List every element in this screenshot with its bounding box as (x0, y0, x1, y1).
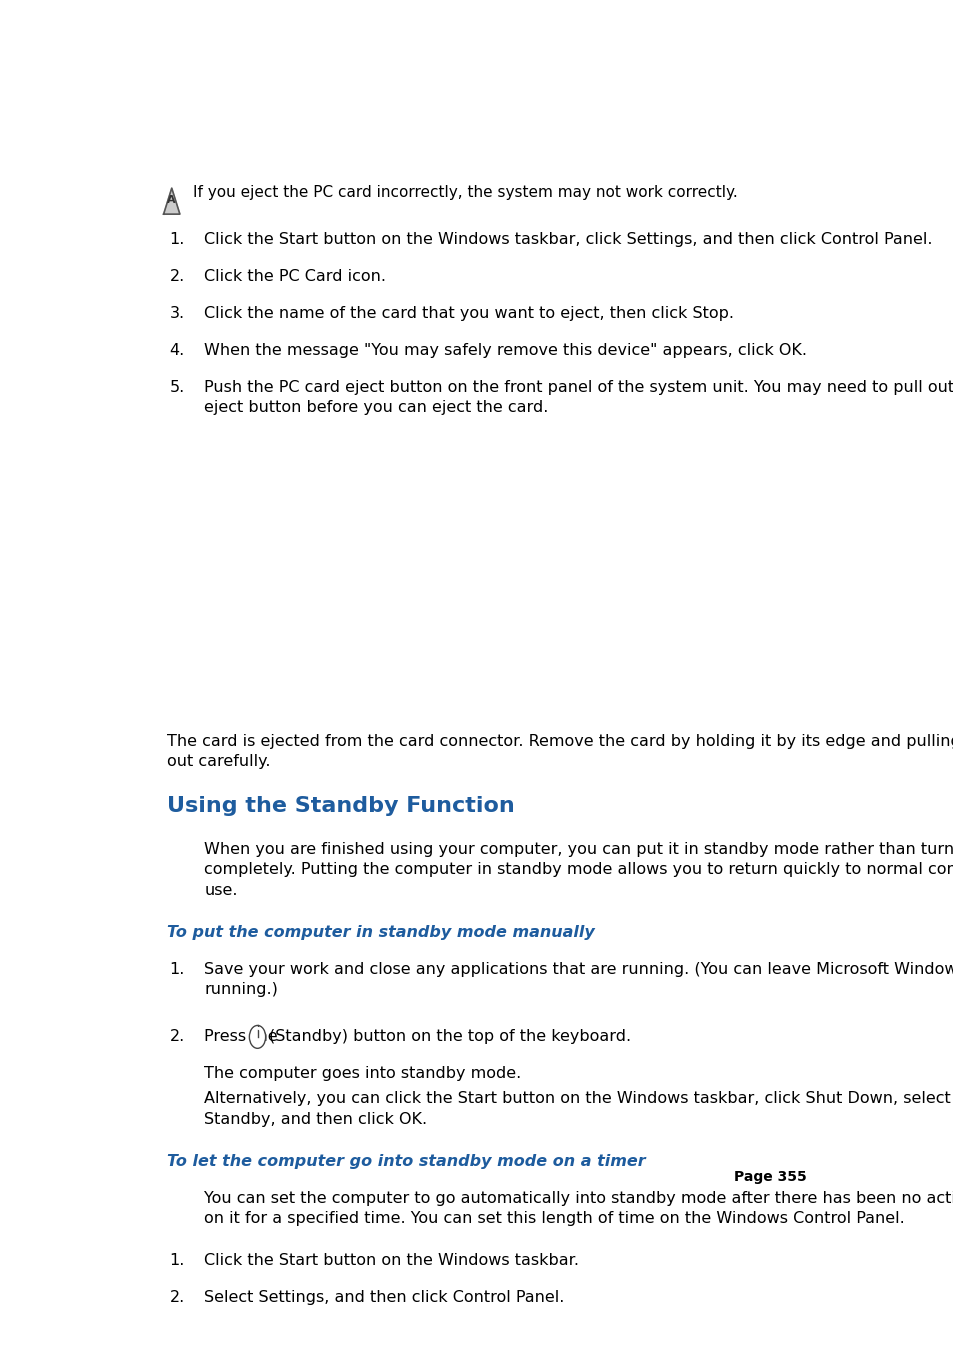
Text: To put the computer in standby mode manually: To put the computer in standby mode manu… (167, 924, 595, 940)
Text: Click the Start button on the Windows taskbar.: Click the Start button on the Windows ta… (204, 1254, 578, 1269)
Text: Save your work and close any applications that are running. (You can leave Micro: Save your work and close any application… (204, 962, 953, 977)
Text: 2.: 2. (170, 1029, 185, 1044)
Text: running.): running.) (204, 982, 278, 997)
Text: Push the PC card eject button on the front panel of the system unit. You may nee: Push the PC card eject button on the fro… (204, 380, 953, 394)
Text: 4.: 4. (170, 343, 185, 358)
Text: The computer goes into standby mode.: The computer goes into standby mode. (204, 1066, 521, 1081)
Text: 2.: 2. (170, 269, 185, 284)
Text: eject button before you can eject the card.: eject button before you can eject the ca… (204, 400, 548, 415)
Circle shape (249, 1025, 265, 1048)
Text: out carefully.: out carefully. (167, 754, 271, 769)
Text: A: A (168, 196, 176, 205)
Polygon shape (164, 188, 180, 213)
Text: completely. Putting the computer in standby mode allows you to return quickly to: completely. Putting the computer in stan… (204, 862, 953, 877)
Text: 1.: 1. (170, 962, 185, 977)
Text: Click the name of the card that you want to eject, then click Stop.: Click the name of the card that you want… (204, 307, 734, 322)
Text: Click the PC Card icon.: Click the PC Card icon. (204, 269, 386, 284)
Text: Alternatively, you can click the Start button on the Windows taskbar, click Shut: Alternatively, you can click the Start b… (204, 1092, 950, 1106)
Text: To let the computer go into standby mode on a timer: To let the computer go into standby mode… (167, 1154, 645, 1169)
Text: (Standby) button on the top of the keyboard.: (Standby) button on the top of the keybo… (269, 1029, 631, 1044)
Text: When you are finished using your computer, you can put it in standby mode rather: When you are finished using your compute… (204, 842, 953, 857)
Text: 1.: 1. (170, 232, 185, 247)
Text: Using the Standby Function: Using the Standby Function (167, 796, 515, 816)
Text: The card is ejected from the card connector. Remove the card by holding it by it: The card is ejected from the card connec… (167, 734, 953, 748)
FancyBboxPatch shape (167, 447, 828, 723)
Text: If you eject the PC card incorrectly, the system may not work correctly.: If you eject the PC card incorrectly, th… (193, 185, 738, 200)
Text: Press the: Press the (204, 1029, 277, 1044)
Text: Page 355: Page 355 (733, 1170, 806, 1183)
Text: Select Settings, and then click Control Panel.: Select Settings, and then click Control … (204, 1290, 564, 1305)
Text: You can set the computer to go automatically into standby mode after there has b: You can set the computer to go automatic… (204, 1190, 953, 1205)
Text: 1.: 1. (170, 1254, 185, 1269)
Text: 5.: 5. (170, 380, 185, 394)
Text: When the message "You may safely remove this device" appears, click OK.: When the message "You may safely remove … (204, 343, 806, 358)
Text: use.: use. (204, 882, 237, 897)
Text: Click the Start button on the Windows taskbar, click Settings, and then click Co: Click the Start button on the Windows ta… (204, 232, 932, 247)
Text: Standby, and then click OK.: Standby, and then click OK. (204, 1112, 427, 1127)
Text: 2.: 2. (170, 1290, 185, 1305)
Text: on it for a specified time. You can set this length of time on the Windows Contr: on it for a specified time. You can set … (204, 1210, 904, 1225)
Text: 3.: 3. (170, 307, 185, 322)
